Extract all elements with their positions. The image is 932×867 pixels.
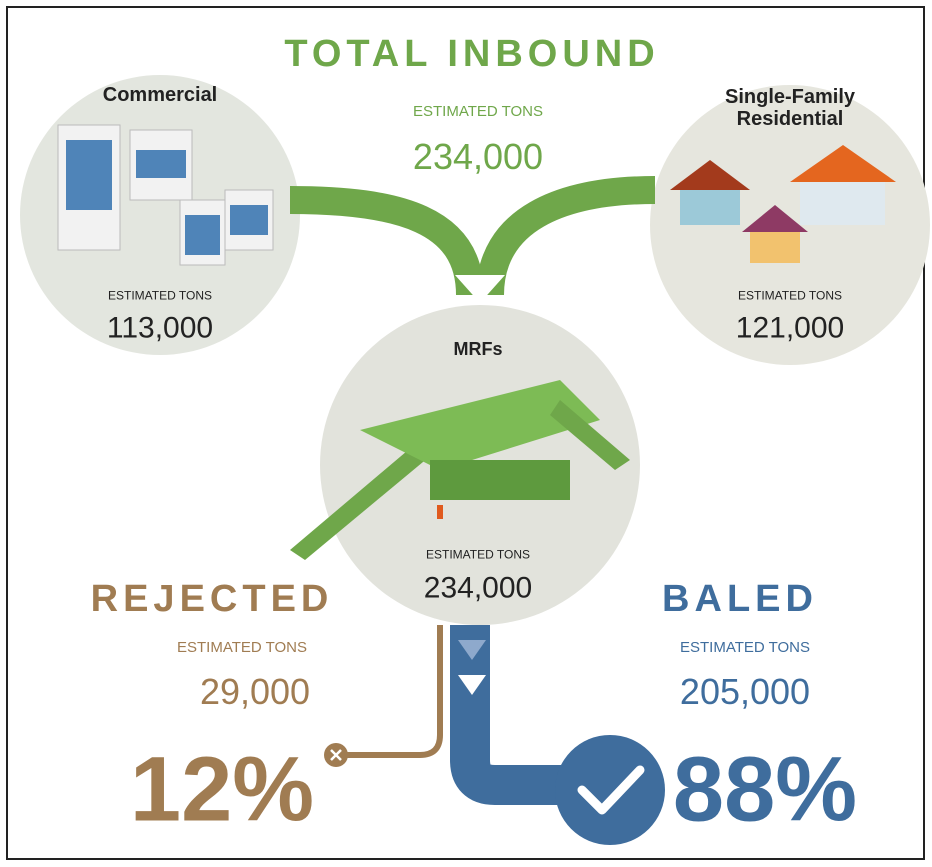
- baled-value: 205,000: [679, 671, 811, 713]
- rejected-percent: 12%: [129, 738, 315, 841]
- baled-arrow-2: [458, 675, 486, 695]
- residential-flow: [476, 176, 656, 296]
- baled-check-circle: [555, 735, 665, 845]
- baled-flow: [450, 625, 600, 805]
- rejected-value: 29,000: [199, 671, 311, 713]
- baled-arrow-1: [458, 640, 486, 660]
- inbound-arrow: [455, 275, 505, 303]
- commercial-value: 113,000: [106, 311, 214, 345]
- baled-name: BALED: [662, 578, 818, 621]
- rejected-name: REJECTED: [90, 578, 334, 621]
- rejected-flow: [345, 625, 443, 758]
- baled-label: ESTIMATED TONS: [679, 638, 811, 656]
- x-icon: [330, 749, 342, 761]
- mrf-machinery-icon: [290, 380, 630, 560]
- commercial-flow: [289, 186, 484, 296]
- commercial-name: Commercial: [102, 84, 218, 106]
- residential-name: Single-Family Residential: [724, 86, 856, 130]
- buildings-icon: [57, 124, 274, 266]
- title: TOTAL INBOUND: [284, 33, 660, 76]
- houses-icon: [670, 145, 896, 263]
- residential-value: 121,000: [735, 311, 845, 345]
- check-icon: [577, 765, 645, 815]
- mrf-value: 234,000: [423, 571, 533, 605]
- mrf-name: MRFs: [453, 339, 503, 360]
- total-label: ESTIMATED TONS: [412, 102, 544, 120]
- total-value: 234,000: [412, 136, 544, 178]
- commercial-label: ESTIMATED TONS: [107, 288, 213, 303]
- rejected-label: ESTIMATED TONS: [176, 638, 308, 656]
- mrf-label: ESTIMATED TONS: [425, 547, 531, 562]
- residential-label: ESTIMATED TONS: [737, 288, 843, 303]
- frame: [6, 6, 925, 860]
- baled-percent: 88%: [672, 738, 858, 841]
